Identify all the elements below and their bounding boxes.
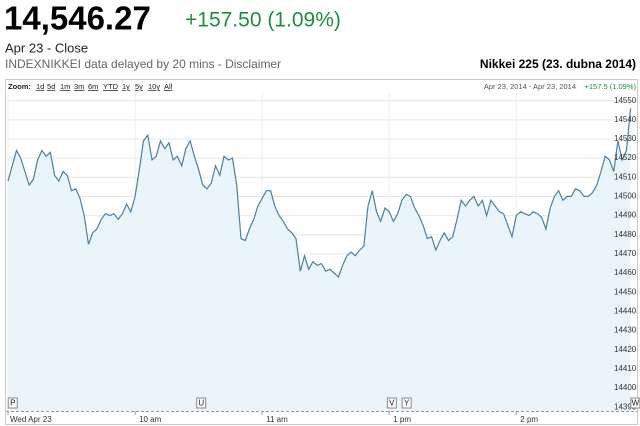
y-tick-label: 14410 <box>614 364 637 373</box>
y-tick-label: 14450 <box>614 287 637 296</box>
flag-label: P <box>10 399 15 408</box>
zoom-option[interactable]: 5d <box>47 82 55 91</box>
chart-frame <box>5 79 638 425</box>
y-tick-label: 14430 <box>614 326 637 335</box>
flag-label: Y <box>404 399 410 408</box>
flag-label: V <box>389 399 395 408</box>
x-tick-label: 11 am <box>266 415 288 424</box>
x-tick-label: 1 pm <box>393 415 411 424</box>
zoom-option[interactable]: 3m <box>74 82 84 91</box>
line <box>7 108 632 278</box>
range-text: Apr 23, 2014 - Apr 23, 2014 <box>484 82 576 91</box>
y-tick-label: 14390 <box>614 402 637 411</box>
date: Apr 23 - Close <box>5 40 88 55</box>
price: 14,546.27 <box>4 0 151 37</box>
zoom-option[interactable]: 5y <box>135 82 143 91</box>
price-change: +157.50 (1.09%) <box>185 9 341 32</box>
source: INDEXNIKKEI data delayed by 20 mins - Di… <box>5 57 281 71</box>
zoom-option[interactable]: All <box>164 82 173 91</box>
x-tick-label: Wed Apr 23 <box>10 415 52 424</box>
y-tick-label: 14460 <box>614 268 637 277</box>
x-tick-label: 2 pm <box>520 415 538 424</box>
y-tick-label: 14440 <box>614 306 637 315</box>
flag <box>196 397 207 409</box>
flag <box>401 397 412 409</box>
y-tick-label: 14550 <box>614 96 637 105</box>
y-tick-label: 14520 <box>614 153 637 162</box>
flag-label: W <box>632 399 640 408</box>
y-tick-label: 14420 <box>614 345 637 354</box>
y-tick-label: 14500 <box>614 192 637 201</box>
zoom-label: Zoom: <box>8 82 31 91</box>
flag <box>386 397 397 409</box>
zoom-option[interactable]: 1y <box>122 82 130 91</box>
zoom-option[interactable]: 1m <box>60 82 70 91</box>
flag-label: U <box>198 399 204 408</box>
zoom-option[interactable]: 10y <box>148 82 160 91</box>
area <box>8 108 631 412</box>
zoom-option[interactable]: 6m <box>88 82 98 91</box>
y-tick-label: 14490 <box>614 211 637 220</box>
y-tick-label: 14470 <box>614 249 637 258</box>
x-tick-label: 10 am <box>139 415 162 424</box>
chart-title: Nikkei 225 (23. dubna 2014) <box>480 57 636 71</box>
y-tick-label: 14400 <box>614 383 637 392</box>
y-tick-label: 14530 <box>614 134 637 143</box>
flag <box>7 397 18 409</box>
zoom-option[interactable]: YTD <box>103 82 119 91</box>
range-change: +157.5 (1.09%) <box>585 82 637 91</box>
y-tick-label: 14510 <box>614 172 637 181</box>
y-tick-label: 14540 <box>614 115 637 124</box>
y-tick-label: 14480 <box>614 230 637 239</box>
zoom-option[interactable]: 1d <box>36 82 44 91</box>
